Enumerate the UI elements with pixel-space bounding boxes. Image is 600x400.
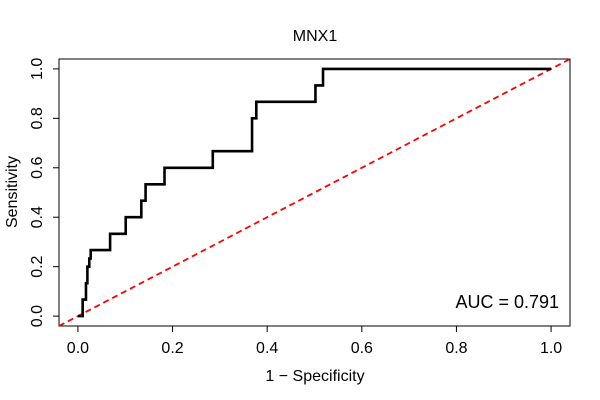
y-tick-label: 0.8 xyxy=(29,107,46,129)
auc-annotation: AUC = 0.791 xyxy=(455,292,559,312)
x-tick-label: 0.0 xyxy=(67,340,89,357)
x-tick-label: 0.4 xyxy=(256,340,278,357)
y-axis-label: Sensitivity xyxy=(4,156,21,228)
y-tick-label: 1.0 xyxy=(29,58,46,80)
x-axis-label: 1 − Specificity xyxy=(265,368,364,385)
chart-title: MNX1 xyxy=(293,28,338,45)
y-tick-label: 0.2 xyxy=(29,255,46,277)
series-layer xyxy=(77,67,552,318)
y-tick-label: 0.4 xyxy=(29,206,46,228)
x-tick-label: 0.2 xyxy=(161,340,183,357)
y-tick-label: 0.0 xyxy=(29,305,46,327)
x-tick-label: 1.0 xyxy=(540,340,562,357)
x-tick-label: 0.6 xyxy=(351,340,373,357)
x-tick-label: 0.8 xyxy=(445,340,467,357)
y-axis: 0.0 0.2 0.4 0.6 0.8 1.0 xyxy=(29,58,60,327)
roc-curve-line xyxy=(77,67,552,318)
x-axis: 0.0 0.2 0.4 0.6 0.8 1.0 xyxy=(67,325,562,357)
reference-layer xyxy=(58,58,571,327)
reference-diagonal-line xyxy=(58,58,571,327)
y-tick-label: 0.6 xyxy=(29,157,46,179)
